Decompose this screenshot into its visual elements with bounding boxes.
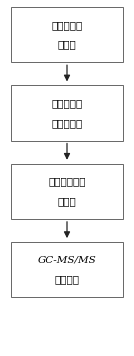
Text: 仪器分析: 仪器分析 bbox=[55, 274, 79, 284]
Text: 口抽吸: 口抽吸 bbox=[58, 40, 76, 49]
Text: 滤相物超声: 滤相物超声 bbox=[51, 98, 83, 108]
Bar bbox=[11, 7, 123, 62]
Text: 离心液有机相: 离心液有机相 bbox=[48, 177, 86, 187]
Text: 细支卷烟逐: 细支卷烟逐 bbox=[51, 20, 83, 30]
Text: 过滤膜: 过滤膜 bbox=[58, 196, 76, 206]
Text: GC-MS/MS: GC-MS/MS bbox=[38, 255, 96, 264]
Text: 萃取和离心: 萃取和离心 bbox=[51, 118, 83, 128]
Bar bbox=[11, 85, 123, 141]
Bar bbox=[11, 242, 123, 297]
Bar bbox=[11, 164, 123, 219]
